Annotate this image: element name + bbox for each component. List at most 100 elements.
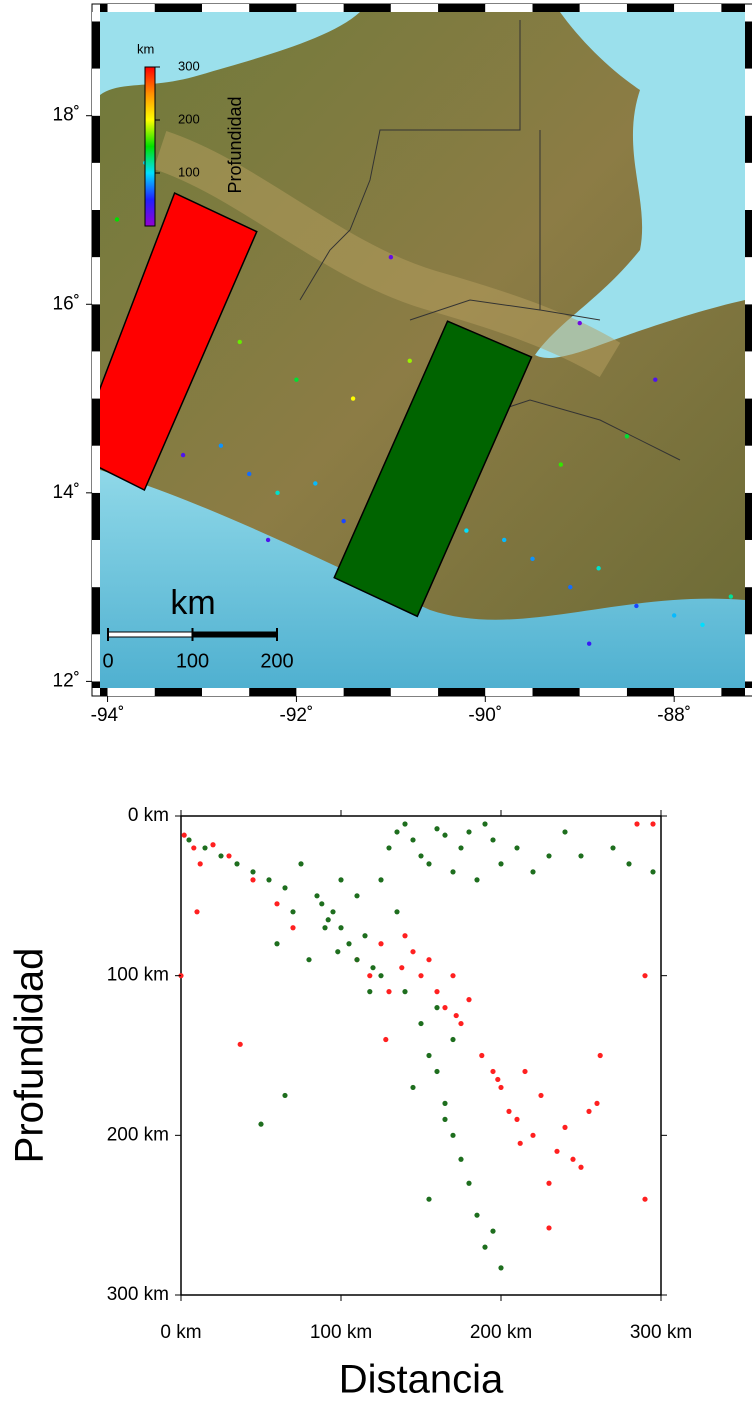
point: [498, 861, 504, 867]
frame-segment: [100, 688, 108, 696]
point: [514, 845, 520, 851]
x-tick-label: -88˚: [657, 705, 691, 726]
frame-segment: [745, 162, 752, 210]
point: [530, 869, 536, 875]
seismic-event: [388, 254, 394, 260]
point: [237, 1041, 243, 1047]
point: [394, 909, 400, 915]
frame-segment: [745, 257, 752, 305]
point: [482, 821, 488, 827]
point: [258, 1121, 264, 1127]
point: [514, 1116, 520, 1122]
scalebar-segment: [192, 631, 278, 638]
point: [410, 837, 416, 843]
frame-segment: [390, 4, 439, 12]
seismic-event: [294, 377, 299, 382]
point: [386, 845, 392, 851]
frame-segment: [154, 4, 202, 12]
seismic-event: [218, 443, 224, 448]
point: [383, 1036, 389, 1043]
frame-segment: [532, 688, 580, 696]
frame-segment: [745, 492, 752, 540]
seismic-event: [653, 377, 658, 382]
point: [338, 925, 344, 931]
point: [554, 1148, 560, 1154]
profile-frame: 0 km 100 km 200 km 300 km 0 km 100 km 200 km 30…: [8, 805, 693, 1402]
seismic-event: [530, 556, 535, 562]
point: [450, 1132, 456, 1138]
point: [586, 1108, 592, 1114]
point: [506, 1108, 512, 1114]
point: [322, 925, 328, 931]
seismic-event: [180, 452, 186, 458]
frame-segment: [485, 688, 533, 696]
point: [434, 989, 440, 995]
point: [186, 837, 192, 843]
point: [306, 957, 312, 963]
frame-segment: [745, 587, 752, 635]
point: [642, 973, 648, 979]
caribbean-sea: [535, 12, 745, 358]
profile-box: [333, 320, 533, 618]
frame-segment: [721, 4, 745, 12]
seismic-event: [237, 339, 242, 345]
seismic-event: [596, 566, 601, 571]
frame-segment: [92, 634, 100, 682]
point: [250, 877, 256, 883]
point: [434, 1068, 440, 1075]
frame-segment: [92, 209, 100, 258]
frame-segment: [745, 445, 752, 493]
seismic-event: [568, 584, 573, 590]
frame-segment: [745, 539, 752, 588]
point: [458, 1156, 464, 1162]
scalebar-unit: km: [170, 584, 215, 622]
frame-segment: [745, 634, 752, 682]
point: [546, 1225, 552, 1231]
point: [335, 949, 341, 955]
point: [458, 1020, 464, 1027]
frame-segment: [745, 12, 752, 22]
point: [450, 973, 456, 979]
point: [282, 1092, 288, 1099]
x-tick-label: 0 km: [160, 1322, 201, 1343]
scalebar-label: 200: [260, 650, 293, 672]
point: [578, 853, 584, 859]
frame-segment: [296, 688, 344, 696]
y-tick-label: 14˚: [53, 482, 80, 503]
seismic-event: [341, 518, 346, 524]
frame-segment: [485, 4, 533, 12]
frame-segment: [745, 351, 752, 399]
point: [418, 973, 424, 979]
point: [466, 829, 472, 835]
frame-segment: [745, 209, 752, 258]
point: [490, 1068, 496, 1075]
point: [546, 1180, 552, 1186]
frame-segment: [92, 304, 100, 352]
point: [466, 997, 472, 1003]
point: [450, 869, 456, 875]
point: [250, 869, 256, 875]
x-tick-label: 100 km: [310, 1322, 372, 1343]
frame-segment: [92, 539, 100, 588]
point: [274, 901, 280, 907]
point: [362, 933, 368, 939]
point: [191, 845, 197, 851]
scalebar-label: 0: [102, 650, 113, 672]
point: [482, 1244, 488, 1250]
frame-segment: [249, 688, 297, 696]
point: [346, 941, 352, 947]
frame-segment: [745, 398, 752, 446]
point: [642, 1196, 648, 1202]
point: [386, 989, 392, 995]
point: [490, 837, 496, 843]
x-tick-label: -90˚: [468, 705, 502, 726]
point: [410, 1084, 416, 1091]
point: [226, 853, 232, 859]
point: [442, 832, 448, 838]
frame-segment: [92, 21, 100, 69]
point: [594, 1100, 600, 1106]
frame-segment: [745, 115, 752, 163]
point: [378, 973, 384, 979]
point: [495, 1076, 501, 1083]
